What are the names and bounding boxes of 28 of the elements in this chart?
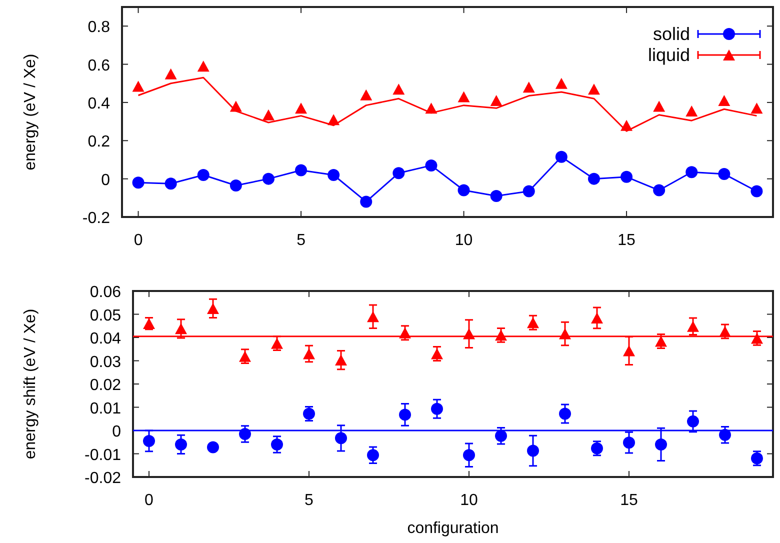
y-tick-label: 0.4 [88, 95, 110, 112]
y-tick-label: 0.03 [90, 354, 122, 371]
x-axis-title: configuration [407, 520, 499, 537]
y-tick-label: 0.06 [90, 284, 122, 301]
y-tick-label: 0.05 [90, 307, 122, 324]
x-tick-label: 10 [460, 492, 478, 509]
x-tick-label: 15 [618, 232, 636, 249]
y-tick-label: 0 [101, 172, 110, 189]
y-tick-label: 0.04 [90, 330, 122, 348]
x-tick-label: 5 [304, 492, 314, 509]
legend-label: liquid [648, 45, 690, 65]
y-tick-label: -0.2 [82, 210, 110, 227]
y-axis-title: energy (eV / Xe) [22, 54, 39, 170]
x-tick-label: 5 [296, 232, 306, 249]
y-tick-label: 0.02 [90, 377, 122, 394]
y-tick-label: 0.01 [90, 400, 122, 418]
y-tick-label: 0.2 [88, 134, 110, 151]
y-tick-label: -0.01 [84, 446, 122, 464]
y-axis-title: energy shift (eV / Xe) [22, 308, 39, 460]
x-tick-label: 10 [454, 232, 473, 249]
y-tick-label: 0 [112, 424, 122, 440]
y-tick-label: -0.02 [84, 470, 122, 487]
y-tick-label: 0.6 [88, 57, 110, 74]
x-tick-label: 0 [144, 492, 154, 509]
y-tick-label: 0.8 [88, 19, 110, 36]
legend-label: solid [652, 24, 690, 44]
x-tick-label: 15 [620, 492, 638, 509]
x-tick-label: 0 [134, 232, 143, 249]
